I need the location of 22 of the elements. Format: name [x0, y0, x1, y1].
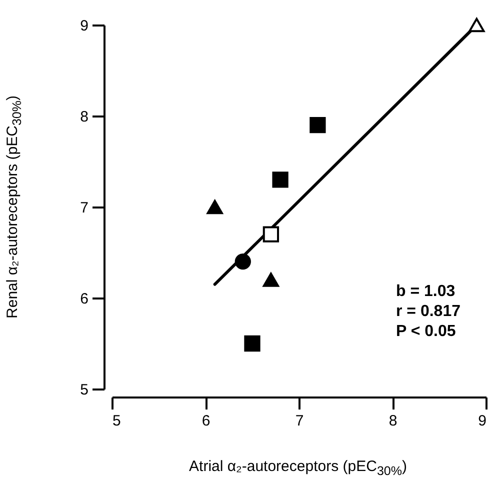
y-tick-label: 9	[80, 18, 88, 34]
point	[262, 226, 280, 242]
annotation: P < 0.05	[396, 323, 456, 340]
x-tick-label: 7	[295, 412, 304, 430]
point	[310, 117, 326, 134]
y-tick-label: 6	[80, 290, 88, 308]
point	[206, 200, 223, 214]
point	[234, 254, 251, 270]
annotation: b = 1.03	[396, 283, 456, 300]
point	[262, 272, 280, 287]
x-tick-label: 8	[388, 412, 398, 430]
annotation: r = 0.817	[396, 303, 461, 320]
y-tick-label: 7	[80, 200, 88, 216]
x-tick-label: 5	[112, 412, 121, 430]
y-tick-label: 8	[80, 108, 88, 126]
x-tick-label: 6	[202, 412, 210, 430]
x-tick-label: 9	[478, 412, 486, 430]
y-tick-label: 5	[80, 382, 88, 398]
x-axis-title: Atrial α₂-autoreceptors (pEC$_{30%}$)	[189, 458, 407, 478]
point	[272, 172, 288, 188]
point	[468, 18, 485, 32]
point	[244, 335, 260, 352]
